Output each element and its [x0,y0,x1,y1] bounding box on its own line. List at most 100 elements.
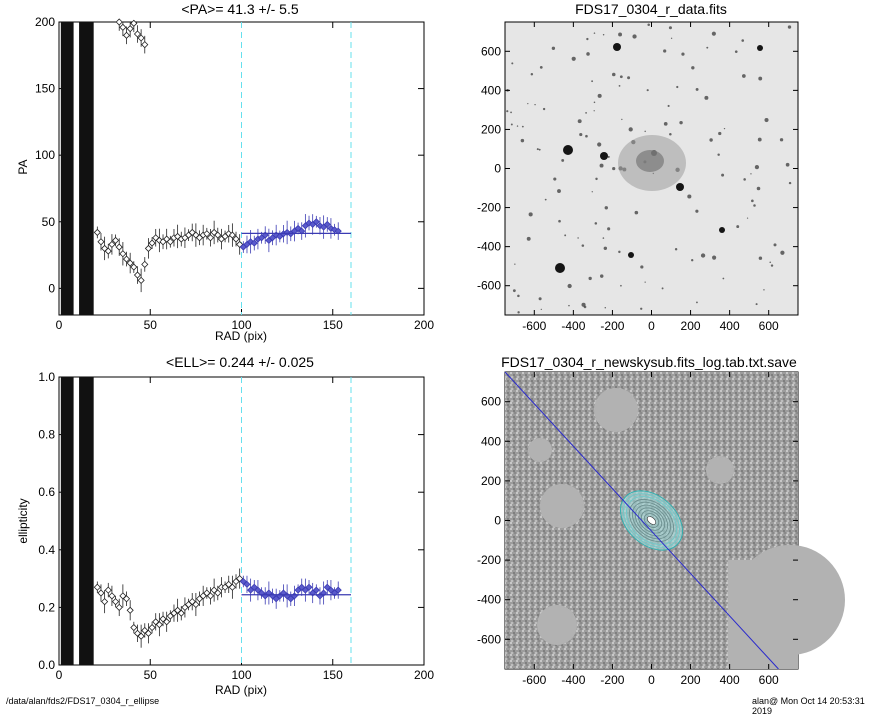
pa-data-point [298,227,306,235]
bright-source [757,45,763,51]
background-source [521,125,524,128]
background-source [785,162,790,167]
background-source [663,121,668,126]
background-source [640,265,644,269]
mask-region-3 [537,605,577,645]
background-source [676,85,679,89]
background-source [514,263,516,265]
pa-data-point [119,250,127,258]
background-source [663,49,667,53]
data-image-x-tick-label: -400 [561,319,585,333]
background-source [632,34,637,39]
pa-data-point [115,243,123,251]
ell-data-point [104,586,112,594]
pa-y-tick-label: 0 [48,281,55,295]
bright-source [600,152,608,160]
data-image-x-tick-label: -200 [600,319,624,333]
pa-plot: 0 50 100 150 200 0 50 100 150 200 [35,15,434,332]
pa-x-tick-label: 100 [231,318,251,332]
pa-data-point [141,260,149,268]
data-image-x-tick-label: 200 [681,319,701,333]
ell-data-point [192,600,200,609]
pa-data-point [312,218,320,226]
pa-data-point [137,276,145,284]
central-galaxy-core [636,150,664,172]
background-source [722,277,725,280]
background-source [602,237,605,239]
background-source [718,131,722,136]
mask-region-1 [594,388,638,432]
background-source [594,222,598,225]
background-source [551,46,556,50]
ell-data-point [334,586,342,594]
ell-data-point [108,592,116,600]
model-image-x-tick-label: 400 [720,673,740,687]
background-source [604,206,608,210]
data-image-y-tick-label: 600 [481,44,501,58]
mask-region-2 [540,484,584,528]
background-source [712,255,717,260]
background-source [517,311,520,314]
pa-data-point [130,19,138,27]
model-image-y-tick-label: 600 [481,395,501,409]
ell-data-point [137,632,145,640]
data-image-y-tick-label: -600 [477,279,501,293]
pa-data-point [206,234,215,242]
background-source [691,66,695,70]
background-source [695,209,699,213]
background-source [640,307,643,310]
background-source [516,125,519,127]
model-image-x-tick-label: 200 [681,673,701,687]
background-source [527,103,529,105]
background-source [599,163,604,168]
background-source [595,177,598,181]
model-image-title: FDS17_0304_r_newskysub.fits_log.tab.txt.… [501,354,797,370]
background-source [773,243,777,247]
background-source [593,101,596,104]
ell-y-tick-label: 0.6 [38,485,55,499]
pa-data-point [126,259,134,267]
ell-y-tick-label: 0.4 [38,543,55,557]
bright-source [613,43,621,51]
ell-data-point [126,606,134,614]
background-source [734,50,738,53]
data-image-title: FDS17_0304_r_data.fits [575,1,727,17]
pa-y-tick-label: 200 [35,15,55,29]
ell-inner-band [79,377,94,665]
data-image-y-tick-label: 0 [494,162,501,176]
background-source [746,217,749,219]
ell-y-tick-label: 1.0 [38,370,55,384]
background-source [661,287,664,290]
background-source [763,289,765,291]
data-image-y-tick-label: -200 [477,201,501,215]
ell-x-tick-label: 0 [56,668,63,682]
background-source [604,307,606,309]
footer-timestamp: alan@ Mon Oct 14 20:53:31 2019 [752,696,865,716]
ell-x-tick-label: 50 [144,668,158,682]
background-source [696,301,698,304]
pa-data-point [122,255,131,263]
background-source [758,256,763,260]
pa-data-point [214,231,222,239]
bright-source [676,183,684,191]
background-source [687,194,692,199]
ell-y-tick-label: 0.0 [38,658,55,672]
mask-region-6 [706,456,734,484]
background-source [510,123,513,126]
background-source [780,250,785,255]
pa-data-point [115,18,123,26]
background-source [600,274,604,278]
model-image-y-tick-label: 400 [481,434,501,448]
background-source [511,62,514,65]
pa-data-point [137,34,145,42]
background-source [721,173,725,177]
background-source [583,305,587,309]
model-image-x-tick-label: 600 [759,673,779,687]
background-source [581,244,585,247]
ell-y-tick-label: 0.8 [38,428,55,442]
background-source [558,219,561,223]
background-source [520,138,525,143]
background-source [618,250,621,254]
data-image-y-tick-label: 400 [481,83,501,97]
pa-panel-title: <PA>= 41.3 +/- 5.5 [181,1,298,17]
